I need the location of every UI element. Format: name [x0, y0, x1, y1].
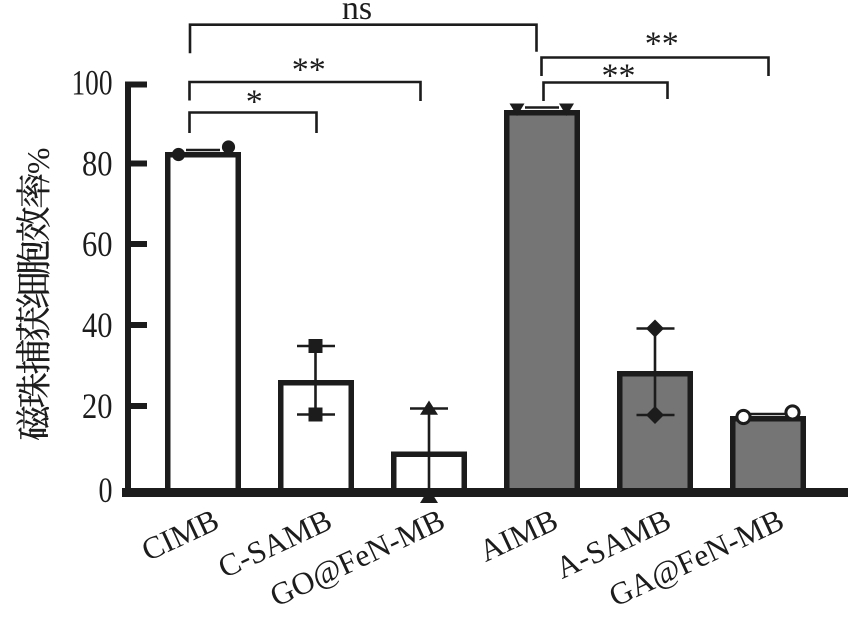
svg-text:0: 0: [99, 470, 113, 510]
svg-text:60: 60: [82, 224, 113, 264]
svg-text:**: **: [645, 25, 679, 62]
svg-text:100: 100: [72, 63, 113, 103]
svg-text:40: 40: [82, 305, 113, 345]
svg-text:80: 80: [82, 144, 113, 184]
svg-text:20: 20: [82, 386, 113, 426]
svg-text:/%: /%: [20, 147, 56, 183]
svg-text:ns: ns: [342, 0, 372, 27]
svg-text:*: *: [246, 84, 263, 121]
svg-text:**: **: [292, 52, 326, 89]
svg-text:**: **: [602, 57, 636, 94]
